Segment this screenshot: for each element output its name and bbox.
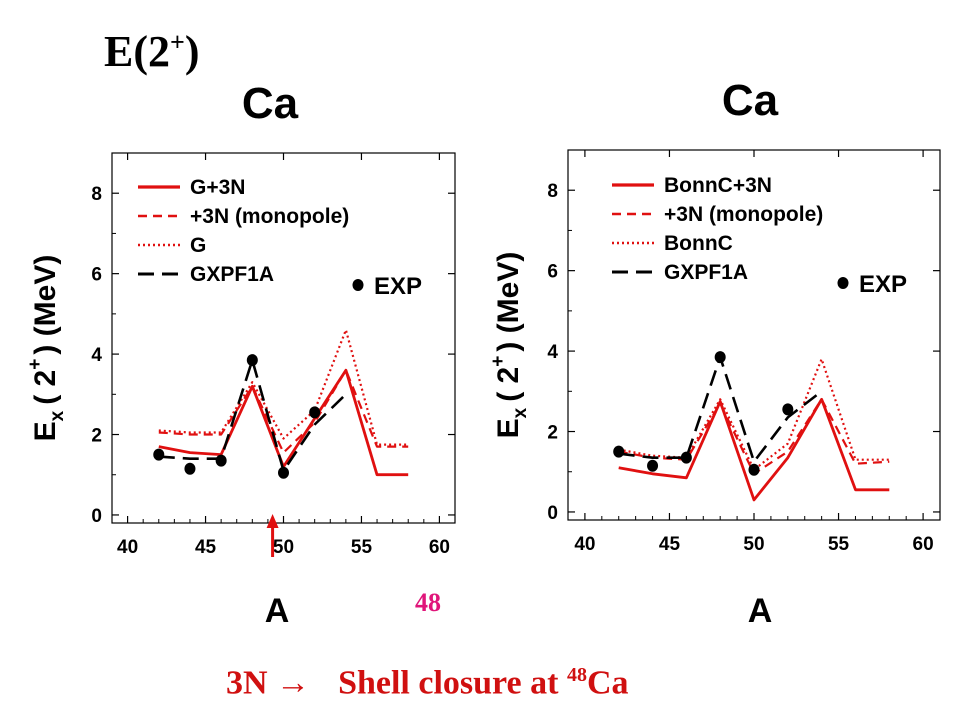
x-tick-label: 60 (913, 534, 934, 555)
x-axis-label: A (748, 592, 773, 630)
legend-label-3: BonnC (664, 232, 733, 255)
annotation-arrow-head (266, 514, 279, 528)
element-label: Ca (722, 76, 779, 125)
legend-label-4: GXPF1A (190, 263, 274, 286)
chart-panel-1: 40 45 50 55 60 0 2 4 6 8 Ca A Ex( 2+) (MeV) G+3N +3N (… (25, 79, 456, 630)
legend-label-2: +3N (monopole) (664, 203, 823, 226)
legend-label-1: G+3N (190, 176, 245, 199)
exp-point (647, 459, 659, 472)
exp-point (215, 454, 227, 467)
legend-label-4: GXPF1A (664, 261, 748, 284)
legend-label-2: +3N (monopole) (190, 205, 349, 228)
slide-title: E(2+) (104, 27, 200, 76)
y-axis-label: Ex( 2+) (MeV) (488, 252, 531, 439)
y-tick-label: 8 (547, 181, 558, 202)
y-tick-label: 2 (547, 423, 558, 444)
series-line-2 (158, 369, 409, 454)
element-label: Ca (242, 79, 299, 128)
x-tick-label: 50 (273, 537, 294, 558)
exp-point (153, 448, 165, 461)
y-tick-label: 0 (91, 506, 102, 527)
exp-point (782, 403, 794, 416)
exp-point (748, 463, 760, 476)
annotation-label: 48 (415, 588, 441, 617)
x-tick-label: 60 (429, 537, 450, 558)
exp-point (184, 462, 196, 475)
exp-point (714, 351, 726, 364)
exp-point (278, 466, 289, 479)
x-tick-label: 40 (117, 537, 138, 558)
x-tick-label: 55 (828, 534, 850, 555)
y-tick-label: 2 (91, 426, 102, 447)
x-axis-label: A (265, 592, 290, 630)
exp-point (246, 354, 258, 367)
legend-exp-label: EXP (374, 273, 422, 300)
legend-exp-label: EXP (859, 271, 907, 298)
y-tick-label: 6 (547, 262, 558, 283)
x-tick-label: 45 (195, 537, 217, 558)
exp-point (680, 451, 692, 464)
series-line-3 (618, 358, 890, 471)
series-line-3 (158, 328, 409, 446)
x-tick-label: 45 (659, 534, 681, 555)
legend-label-3: G (190, 234, 206, 257)
y-tick-label: 8 (91, 184, 102, 205)
x-tick-label: 50 (743, 534, 764, 555)
y-tick-label: 4 (91, 345, 102, 366)
x-tick-label: 55 (351, 537, 373, 558)
series-line-4 (158, 358, 347, 473)
y-tick-label: 6 (91, 265, 102, 286)
x-tick-label: 40 (574, 534, 595, 555)
legend-exp-marker (352, 279, 364, 291)
legend-label-1: BonnC+3N (664, 174, 772, 197)
y-tick-label: 4 (547, 342, 558, 363)
series-line-2 (618, 398, 890, 475)
chart-panel-2: 40 45 50 55 60 0 2 4 6 8 Ca A Ex( 2+) (MeV) BonnC+3N +… (488, 76, 941, 630)
legend-exp-marker (837, 277, 849, 289)
exp-point (309, 406, 321, 419)
y-axis-label: Ex( 2+) (MeV) (25, 255, 68, 442)
series-line-1 (618, 397, 890, 502)
footer-caption: 3N → Shell closure at 48Ca (226, 664, 629, 702)
exp-point (613, 445, 625, 458)
y-tick-label: 0 (547, 503, 558, 524)
